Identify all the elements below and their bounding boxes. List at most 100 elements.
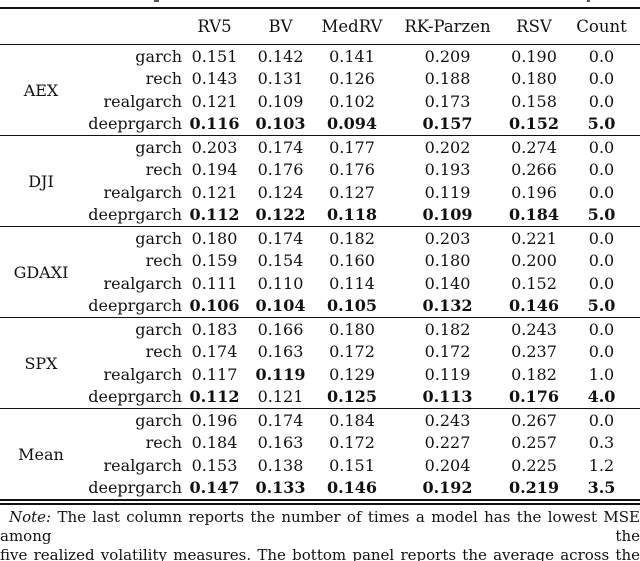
model-label: deeprgarch <box>88 478 182 498</box>
index-label: AEX <box>0 44 82 136</box>
count-value: 0.0 <box>588 342 615 362</box>
index-label: GDAXI <box>0 226 82 318</box>
mse-value: 0.274 <box>505 135 563 159</box>
note-label: Note: <box>9 508 52 526</box>
mse-value: 0.105 <box>326 296 378 316</box>
count-value: 3.5 <box>587 478 616 498</box>
model-label: garch <box>82 226 182 250</box>
model-label: realgarch <box>103 273 182 293</box>
mse-value: 0.190 <box>505 44 563 68</box>
mse-value: 0.114 <box>329 273 375 293</box>
table-row: deeprgarch 0.147 0.133 0.146 0.192 0.219 3.5 <box>0 477 640 503</box>
count-value: 0.0 <box>563 317 640 341</box>
mse-value: 0.177 <box>314 135 390 159</box>
mse-value: 0.143 <box>191 69 238 89</box>
mse-value: 0.121 <box>191 182 238 202</box>
mse-value: 0.146 <box>326 478 378 498</box>
mse-value: 0.221 <box>505 226 563 250</box>
model-label: deeprgarch <box>88 387 182 407</box>
mse-value: 0.160 <box>329 251 375 271</box>
mse-value: 0.225 <box>511 455 557 475</box>
mse-value: 0.196 <box>182 408 247 432</box>
mse-value: 0.163 <box>257 342 304 362</box>
mse-value: 0.227 <box>424 433 471 453</box>
table-row: DJI garch 0.203 0.174 0.177 0.202 0.274 0.0 <box>0 135 640 227</box>
mse-value: 0.266 <box>511 160 557 180</box>
mse-value: 0.131 <box>257 69 304 89</box>
mse-value: 0.152 <box>508 114 560 134</box>
count-value: 0.0 <box>563 408 640 432</box>
count-value: 0.0 <box>588 182 615 202</box>
note-line: Note: The last column reports the number… <box>0 508 640 546</box>
mse-value: 0.122 <box>255 205 306 225</box>
model-label: deeprgarch <box>88 205 182 225</box>
table-row: deeprgarch 0.106 0.104 0.105 0.132 0.146 5.0 <box>0 295 640 318</box>
column-header-rk-parzen: RK-Parzen <box>390 8 505 45</box>
index-label: SPX <box>0 317 82 409</box>
count-value: 0.0 <box>563 44 640 68</box>
mse-value: 0.188 <box>424 69 471 89</box>
model-label: rech <box>145 433 182 453</box>
mse-value: 0.121 <box>191 91 238 111</box>
table-row: rech 0.174 0.163 0.172 0.172 0.237 0.0 <box>0 341 640 364</box>
mse-value: 0.140 <box>424 273 471 293</box>
mse-value: 0.184 <box>508 205 560 225</box>
model-label: realgarch <box>103 364 182 384</box>
table-row: rech 0.143 0.131 0.126 0.188 0.180 0.0 <box>0 68 640 91</box>
table-row: deeprgarch 0.112 0.122 0.118 0.109 0.184 5.0 <box>0 204 640 227</box>
model-label: realgarch <box>103 91 182 111</box>
count-value: 0.0 <box>563 135 640 159</box>
mse-value: 0.142 <box>247 44 314 68</box>
mse-value: 0.166 <box>247 317 314 341</box>
mse-value: 0.243 <box>505 317 563 341</box>
count-value: 4.0 <box>587 387 616 407</box>
mse-value: 0.119 <box>255 364 306 384</box>
mse-value: 0.176 <box>508 387 560 407</box>
model-label: garch <box>82 317 182 341</box>
mse-value: 0.158 <box>511 91 557 111</box>
count-value: 0.0 <box>588 273 615 293</box>
mse-value: 0.193 <box>424 160 471 180</box>
mse-value: 0.133 <box>255 478 306 498</box>
mse-value: 0.112 <box>189 205 240 225</box>
mse-value: 0.138 <box>257 455 304 475</box>
mse-value: 0.182 <box>314 226 390 250</box>
table-row: SPX garch 0.183 0.166 0.180 0.182 0.243 0.0 <box>0 317 640 409</box>
header-row: RV5 BV MedRV RK-Parzen RSV Count <box>0 8 640 45</box>
mse-value: 0.172 <box>329 342 375 362</box>
mse-value: 0.153 <box>191 455 238 475</box>
count-value: 0.0 <box>588 160 615 180</box>
mse-value: 0.151 <box>182 44 247 68</box>
table-row: GDAXI garch 0.180 0.174 0.182 0.203 0.221 0.0 <box>0 226 640 318</box>
count-value: 1.0 <box>588 364 615 384</box>
mse-value: 0.113 <box>422 387 473 407</box>
column-header-count: Count <box>563 8 640 45</box>
column-header-medrv: MedRV <box>314 8 390 45</box>
mse-value: 0.194 <box>191 160 238 180</box>
mse-value: 0.102 <box>329 91 375 111</box>
mse-value: 0.146 <box>508 296 560 316</box>
count-value: 5.0 <box>587 296 616 316</box>
mse-comparison-table: RV5 BV MedRV RK-Parzen RSV Count AEX garc… <box>0 7 640 505</box>
mse-value: 0.141 <box>314 44 390 68</box>
mse-value: 0.180 <box>182 226 247 250</box>
count-value: 0.0 <box>588 69 615 89</box>
mse-value: 0.119 <box>424 182 471 202</box>
index-label: DJI <box>0 135 82 227</box>
mse-value: 0.180 <box>424 251 471 271</box>
count-value: 1.2 <box>588 455 615 475</box>
mse-value: 0.104 <box>255 296 306 316</box>
table-body: AEX garch 0.151 0.142 0.141 0.209 0.190 0.0 rech… <box>0 44 640 503</box>
table-row: AEX garch 0.151 0.142 0.141 0.209 0.190 0.0 <box>0 44 640 136</box>
count-value: 0.0 <box>588 251 615 271</box>
mse-value: 0.243 <box>390 408 505 432</box>
mse-value: 0.127 <box>329 182 375 202</box>
table-row: rech 0.184 0.163 0.172 0.227 0.257 0.3 <box>0 432 640 455</box>
table-row: realgarch 0.121 0.124 0.127 0.119 0.196 0.0 <box>0 181 640 204</box>
mse-value: 0.126 <box>329 69 375 89</box>
mse-value: 0.152 <box>511 273 557 293</box>
table-row: deeprgarch 0.112 0.121 0.125 0.113 0.176 4.0 <box>0 386 640 409</box>
mse-value: 0.176 <box>257 160 304 180</box>
mse-value: 0.106 <box>189 296 240 316</box>
table-row: rech 0.194 0.176 0.176 0.193 0.266 0.0 <box>0 159 640 182</box>
